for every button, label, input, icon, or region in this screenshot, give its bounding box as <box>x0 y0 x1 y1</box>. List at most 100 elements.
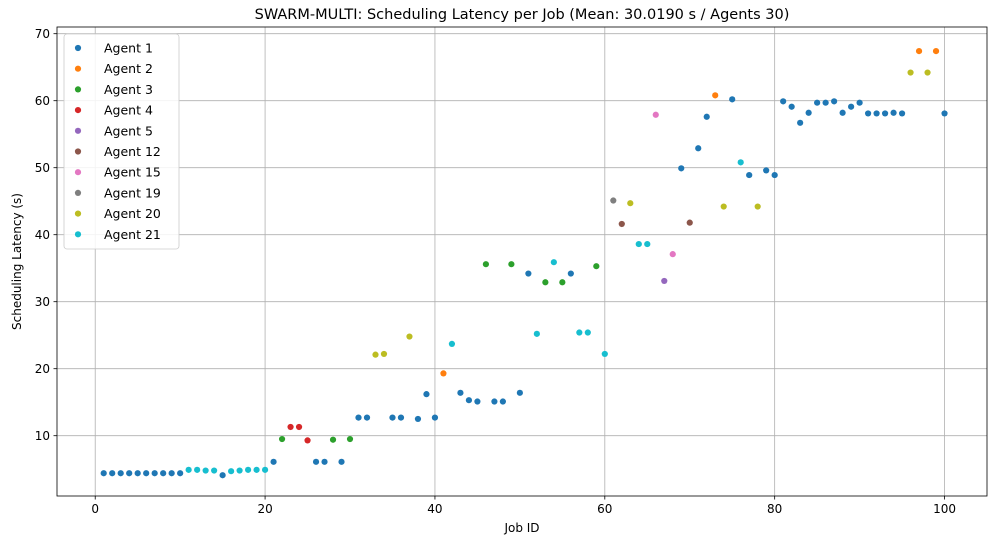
data-point-agent-21 <box>185 466 192 473</box>
data-point-agent-21 <box>576 329 583 336</box>
data-point-agent-20 <box>924 69 931 76</box>
data-point-agent-1 <box>746 171 753 179</box>
data-point-agent-1 <box>151 470 158 477</box>
data-point-agent-1 <box>525 270 532 277</box>
data-point-agent-21 <box>644 240 651 248</box>
legend-label: Agent 20 <box>104 206 161 221</box>
data-point-agent-1 <box>780 98 787 105</box>
x-tick-label: 100 <box>933 502 956 516</box>
data-point-agent-21 <box>202 467 209 474</box>
data-point-agent-1 <box>941 110 948 117</box>
data-point-agent-1 <box>168 470 175 477</box>
data-point-agent-1 <box>109 470 116 477</box>
y-tick-label: 60 <box>35 94 50 108</box>
data-point-agent-1 <box>474 398 481 405</box>
data-point-agent-4 <box>304 437 311 444</box>
data-point-agent-20 <box>372 351 379 358</box>
data-point-agent-1 <box>873 110 880 117</box>
data-point-agent-3 <box>346 435 354 443</box>
data-point-agent-15 <box>652 111 659 118</box>
data-point-agent-1 <box>864 110 872 117</box>
x-tick-label: 60 <box>597 502 612 516</box>
data-point-agent-1 <box>788 103 795 110</box>
data-point-agent-1 <box>465 397 473 404</box>
chart-title: SWARM-MULTI: Scheduling Latency per Job … <box>255 7 790 23</box>
data-point-agent-21 <box>211 467 218 474</box>
grid <box>57 27 987 496</box>
data-point-agent-1 <box>338 458 345 465</box>
data-point-agent-1 <box>839 109 846 116</box>
data-point-agent-1 <box>100 470 107 477</box>
data-points <box>100 48 948 479</box>
y-axis-label: Scheduling Latency (s) <box>10 193 24 330</box>
data-point-agent-1 <box>397 414 405 421</box>
x-axis-label: Job ID <box>503 521 539 535</box>
data-point-agent-3 <box>482 261 490 268</box>
data-point-agent-1 <box>355 414 362 421</box>
data-point-agent-21 <box>228 468 235 475</box>
legend-marker <box>74 189 82 196</box>
data-point-agent-21 <box>550 259 557 266</box>
data-point-agent-1 <box>567 270 574 277</box>
legend-label: Agent 15 <box>104 165 161 180</box>
data-point-agent-1 <box>822 99 829 106</box>
legend-label: Agent 3 <box>104 82 153 97</box>
data-point-agent-1 <box>457 389 464 396</box>
data-point-agent-3 <box>508 261 515 268</box>
data-point-agent-3 <box>542 279 549 286</box>
data-point-agent-1 <box>160 470 167 477</box>
data-point-agent-1 <box>890 109 897 116</box>
data-point-agent-15 <box>669 251 676 258</box>
x-tick-label: 0 <box>91 502 99 516</box>
data-point-agent-1 <box>848 103 855 110</box>
legend-label: Agent 21 <box>104 227 161 242</box>
data-point-agent-1 <box>312 458 320 465</box>
data-point-agent-20 <box>754 203 761 210</box>
data-point-agent-21 <box>261 466 269 473</box>
y-tick-label: 40 <box>35 228 50 242</box>
data-point-agent-3 <box>278 435 286 443</box>
y-tick-label: 50 <box>35 161 50 175</box>
data-point-agent-1 <box>389 414 396 421</box>
data-point-agent-3 <box>593 263 600 270</box>
data-point-agent-1 <box>423 391 430 398</box>
data-point-agent-21 <box>253 466 260 473</box>
data-point-agent-1 <box>431 414 439 421</box>
data-point-agent-1 <box>881 110 889 117</box>
y-tick-label: 20 <box>35 362 50 376</box>
legend-label: Agent 4 <box>104 103 153 118</box>
legend-box <box>63 33 180 250</box>
legend: Agent 1 Agent 2 Agent 3 Agent 4 Agent 5 Agent… <box>63 33 180 250</box>
data-point-agent-20 <box>720 203 727 210</box>
x-tick-label: 80 <box>767 502 782 516</box>
data-point-agent-1 <box>898 110 906 117</box>
data-point-agent-1 <box>219 472 226 479</box>
data-point-agent-20 <box>406 333 413 340</box>
data-point-agent-21 <box>194 466 201 473</box>
data-point-agent-1 <box>797 119 804 126</box>
data-point-agent-19 <box>610 197 617 204</box>
data-point-agent-1 <box>814 99 821 106</box>
legend-label: Agent 5 <box>104 123 153 138</box>
data-point-agent-21 <box>737 159 744 166</box>
data-point-agent-1 <box>414 415 422 423</box>
legend-marker <box>74 127 82 134</box>
data-point-agent-1 <box>678 165 685 172</box>
data-point-agent-21 <box>584 329 591 336</box>
legend-marker <box>74 169 82 176</box>
y-tick-label: 10 <box>35 429 50 443</box>
data-point-agent-1 <box>491 398 498 405</box>
data-point-agent-3 <box>559 279 566 286</box>
legend-marker <box>74 107 82 114</box>
data-point-agent-21 <box>635 240 642 248</box>
data-point-agent-21 <box>448 340 456 348</box>
data-point-agent-5 <box>661 277 668 285</box>
y-tick-label: 30 <box>35 295 50 309</box>
data-point-agent-1 <box>499 398 506 405</box>
legend-label: Agent 2 <box>104 61 153 76</box>
data-point-agent-2 <box>932 48 940 55</box>
plot-frame <box>56 26 988 497</box>
legend-marker <box>74 86 82 93</box>
